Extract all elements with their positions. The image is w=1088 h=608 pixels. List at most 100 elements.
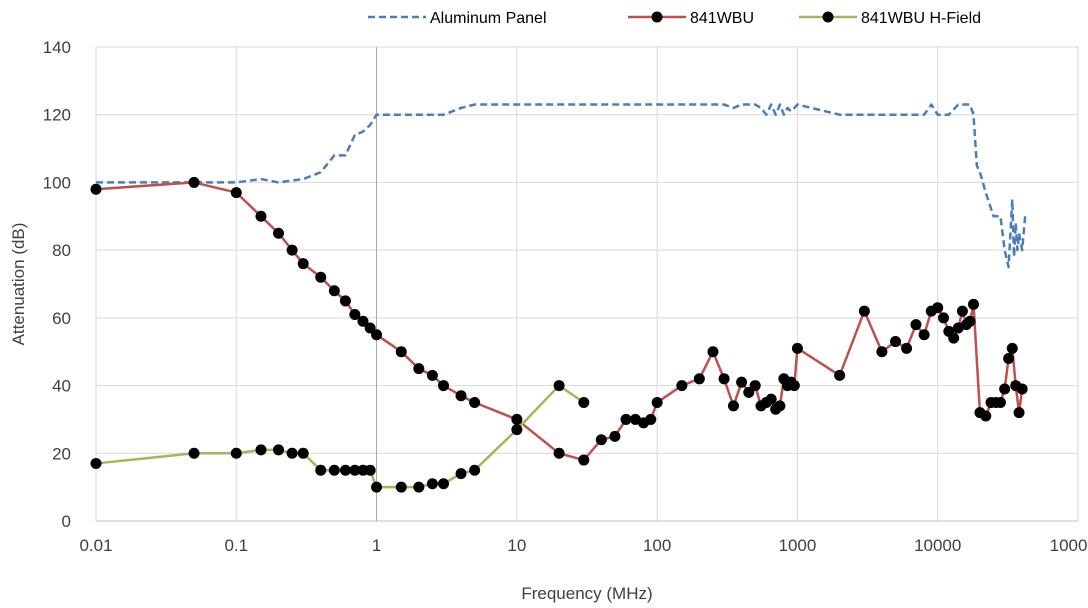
data-point-841wbu bbox=[948, 332, 960, 344]
data-point-841wbu bbox=[651, 397, 663, 408]
data-point-841wbu bbox=[938, 312, 950, 324]
data-point-841wbu bbox=[727, 400, 739, 412]
data-point-841wbu bbox=[968, 298, 980, 310]
y-tick-label: 0 bbox=[62, 512, 71, 531]
x-tick-label: 100 bbox=[643, 536, 671, 555]
y-tick-label: 120 bbox=[43, 106, 71, 125]
data-point-841wbu-h-field bbox=[230, 447, 242, 459]
data-point-841wbu bbox=[774, 400, 786, 412]
data-point-841wbu bbox=[578, 454, 590, 466]
x-tick-label: 10000 bbox=[914, 536, 961, 555]
data-point-841wbu bbox=[90, 183, 102, 195]
data-point-841wbu-h-field bbox=[371, 481, 383, 493]
data-point-841wbu bbox=[371, 329, 383, 341]
data-point-841wbu bbox=[357, 315, 369, 327]
legend: Aluminum Panel 841WBU 841WBU H-Field bbox=[368, 10, 981, 27]
data-point-841wbu-h-field bbox=[511, 424, 523, 436]
series-841wbu-h-field bbox=[90, 380, 590, 493]
x-tick-label: 1 bbox=[372, 536, 381, 555]
data-point-841wbu bbox=[438, 380, 450, 392]
legend-item-aluminum-panel: Aluminum Panel bbox=[368, 10, 547, 27]
data-point-841wbu-h-field bbox=[364, 464, 376, 476]
data-point-841wbu bbox=[1006, 342, 1018, 354]
data-point-841wbu-h-field bbox=[273, 444, 285, 456]
data-point-841wbu bbox=[999, 383, 1011, 395]
legend-label: 841WBU bbox=[690, 10, 754, 27]
data-point-841wbu bbox=[645, 413, 657, 425]
data-point-841wbu-h-field bbox=[255, 444, 267, 456]
series-aluminum-panel bbox=[96, 103, 1027, 269]
data-point-841wbu bbox=[1003, 352, 1015, 364]
data-point-841wbu-h-field bbox=[349, 464, 361, 476]
data-point-841wbu bbox=[676, 380, 688, 392]
y-tick-label: 140 bbox=[43, 38, 71, 57]
data-point-841wbu bbox=[834, 369, 846, 381]
data-point-841wbu-h-field bbox=[297, 447, 309, 459]
data-point-841wbu bbox=[609, 430, 621, 442]
data-point-841wbu bbox=[339, 295, 351, 307]
x-tick-label: 100000 bbox=[1050, 536, 1088, 555]
data-point-841wbu bbox=[901, 342, 913, 354]
data-point-841wbu bbox=[693, 373, 705, 385]
data-point-841wbu bbox=[980, 410, 992, 422]
plot-border bbox=[95, 46, 1079, 522]
legend-item-841wbu: 841WBU bbox=[628, 10, 754, 27]
y-axis: 0 20 40 60 80 100 120 140 bbox=[43, 38, 71, 531]
data-point-841wbu-h-field bbox=[426, 478, 438, 490]
data-point-841wbu-h-field bbox=[413, 481, 425, 493]
legend-label: Aluminum Panel bbox=[430, 10, 547, 27]
data-point-841wbu-h-field bbox=[328, 464, 340, 476]
data-point-841wbu-h-field bbox=[438, 478, 450, 490]
data-point-841wbu bbox=[1013, 407, 1025, 419]
data-point-841wbu bbox=[286, 244, 298, 256]
data-point-841wbu-h-field bbox=[395, 481, 407, 493]
legend-item-841wbu-h-field: 841WBU H-Field bbox=[799, 10, 981, 27]
data-point-841wbu-h-field bbox=[315, 464, 327, 476]
legend-label: 841WBU H-Field bbox=[861, 10, 981, 27]
data-point-841wbu bbox=[595, 434, 607, 446]
y-tick-label: 40 bbox=[52, 377, 71, 396]
data-point-841wbu bbox=[707, 346, 719, 358]
data-point-841wbu bbox=[349, 308, 361, 320]
x-tick-label: 0.01 bbox=[79, 536, 112, 555]
data-point-841wbu bbox=[876, 346, 888, 358]
data-point-841wbu bbox=[273, 227, 285, 239]
data-point-841wbu bbox=[736, 376, 748, 388]
data-point-841wbu bbox=[230, 187, 242, 199]
data-point-841wbu bbox=[620, 413, 632, 425]
data-point-841wbu bbox=[791, 342, 803, 354]
data-point-841wbu bbox=[932, 302, 944, 314]
y-tick-label: 80 bbox=[52, 241, 71, 260]
data-point-841wbu-h-field bbox=[339, 464, 351, 476]
data-point-841wbu bbox=[1016, 383, 1028, 395]
data-point-841wbu-h-field bbox=[286, 447, 298, 459]
data-point-841wbu-h-field bbox=[188, 447, 200, 459]
data-point-841wbu bbox=[469, 397, 481, 408]
y-axis-title: Attenuation (dB) bbox=[9, 223, 28, 346]
series-841wbu bbox=[90, 176, 1028, 466]
series-layer bbox=[90, 103, 1028, 493]
data-point-841wbu bbox=[426, 369, 438, 381]
series-line-841wbu-h-field bbox=[95, 384, 585, 489]
data-point-841wbu bbox=[553, 447, 565, 459]
legend-marker bbox=[822, 11, 834, 23]
data-point-841wbu-h-field bbox=[553, 380, 565, 392]
series-line-841wbu bbox=[95, 181, 1024, 462]
plot-area bbox=[95, 46, 1079, 522]
x-tick-label: 10 bbox=[507, 536, 526, 555]
data-point-841wbu bbox=[718, 373, 730, 385]
data-point-841wbu bbox=[511, 413, 523, 425]
data-point-841wbu bbox=[297, 258, 309, 270]
data-point-841wbu-h-field bbox=[469, 464, 481, 476]
x-axis: 0.01 0.1 1 10 100 1000 10000 100000 bbox=[79, 536, 1088, 555]
x-tick-label: 0.1 bbox=[224, 536, 248, 555]
data-point-841wbu bbox=[315, 271, 327, 283]
data-point-841wbu bbox=[910, 319, 922, 331]
data-point-841wbu bbox=[749, 380, 761, 392]
y-tick-label: 100 bbox=[43, 173, 71, 192]
y-tick-label: 20 bbox=[52, 444, 71, 463]
data-point-841wbu bbox=[413, 363, 425, 375]
data-point-841wbu bbox=[918, 329, 930, 341]
data-point-841wbu bbox=[964, 315, 976, 327]
